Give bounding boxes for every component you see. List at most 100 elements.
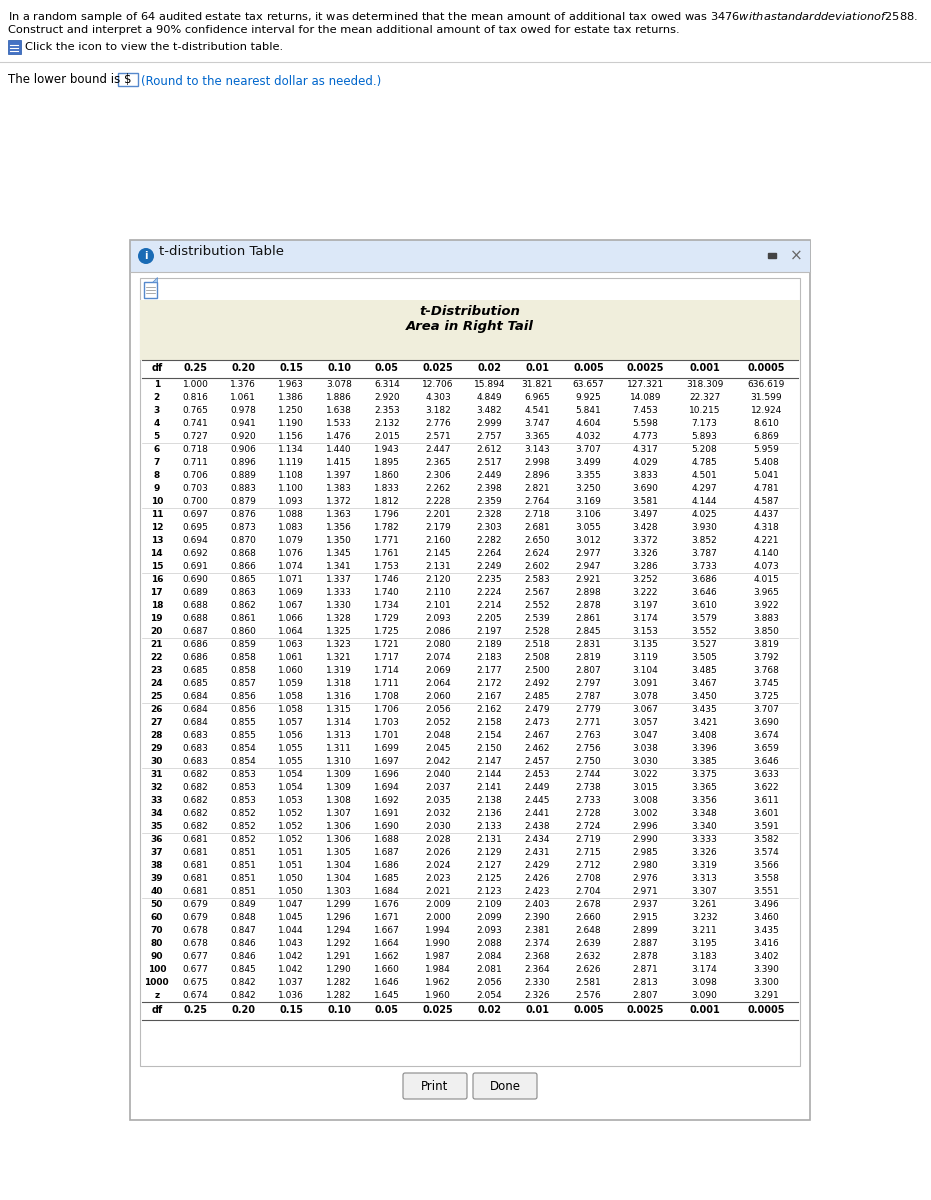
Text: 18: 18 [151, 601, 163, 610]
Text: 2.878: 2.878 [575, 601, 601, 610]
Text: 0.0005: 0.0005 [748, 362, 785, 373]
Text: 2.447: 2.447 [425, 445, 451, 454]
Text: 3.012: 3.012 [575, 536, 601, 545]
Text: 3.250: 3.250 [575, 484, 601, 493]
Text: 0.879: 0.879 [231, 497, 256, 506]
Text: 2.518: 2.518 [524, 640, 550, 649]
Text: 2.023: 2.023 [425, 874, 451, 883]
Text: 3.551: 3.551 [753, 887, 779, 896]
Text: 0.862: 0.862 [231, 601, 256, 610]
Text: 1.052: 1.052 [278, 809, 304, 818]
Text: 0.854: 0.854 [231, 744, 256, 754]
Text: 2.807: 2.807 [632, 991, 658, 1000]
Text: 0.689: 0.689 [182, 588, 209, 596]
Text: t-Distribution: t-Distribution [420, 305, 520, 318]
Text: 2.626: 2.626 [575, 965, 601, 974]
Text: 1.729: 1.729 [374, 614, 399, 623]
Text: 1.309: 1.309 [326, 782, 352, 792]
Text: 2.985: 2.985 [632, 848, 658, 857]
Text: 0.855: 0.855 [231, 731, 256, 740]
Text: 0.677: 0.677 [182, 965, 209, 974]
Text: 0.684: 0.684 [182, 704, 209, 714]
Text: 0.876: 0.876 [231, 510, 256, 518]
Text: 4.029: 4.029 [632, 458, 658, 467]
Text: 2.715: 2.715 [575, 848, 601, 857]
Text: 2.201: 2.201 [425, 510, 451, 518]
Text: 3.396: 3.396 [692, 744, 718, 754]
Text: 3.002: 3.002 [632, 809, 658, 818]
Text: 1.058: 1.058 [278, 692, 304, 701]
Text: 5.408: 5.408 [753, 458, 779, 467]
Text: 3.356: 3.356 [692, 796, 718, 805]
Text: 0.860: 0.860 [231, 626, 256, 636]
Text: 3.499: 3.499 [575, 458, 601, 467]
Text: 1.350: 1.350 [326, 536, 352, 545]
Text: 3.390: 3.390 [753, 965, 779, 974]
Text: 0.852: 0.852 [231, 835, 256, 844]
Text: 6.965: 6.965 [524, 392, 550, 402]
Text: 1.282: 1.282 [326, 978, 352, 986]
Text: 2.871: 2.871 [632, 965, 658, 974]
Text: 25: 25 [151, 692, 163, 701]
Text: 0.853: 0.853 [231, 796, 256, 805]
Text: 2.127: 2.127 [477, 862, 502, 870]
Text: 3.646: 3.646 [692, 588, 718, 596]
Text: 4.587: 4.587 [753, 497, 779, 506]
Text: 0.681: 0.681 [182, 848, 209, 857]
Text: 1.440: 1.440 [326, 445, 352, 454]
Text: 3.610: 3.610 [692, 601, 718, 610]
Text: 127.321: 127.321 [627, 380, 664, 389]
Text: 1.055: 1.055 [278, 757, 304, 766]
Text: 4.849: 4.849 [477, 392, 502, 402]
Text: 1.690: 1.690 [374, 822, 399, 830]
Text: 0.684: 0.684 [182, 718, 209, 727]
Text: t-distribution Table: t-distribution Table [159, 245, 284, 258]
Text: 1.000: 1.000 [182, 380, 209, 389]
Text: 1.330: 1.330 [326, 601, 352, 610]
Text: 2.996: 2.996 [632, 822, 658, 830]
Text: 3.408: 3.408 [692, 731, 718, 740]
Text: 2.787: 2.787 [575, 692, 601, 701]
Text: 0.685: 0.685 [182, 666, 209, 674]
Text: 9: 9 [154, 484, 160, 493]
Text: 2.977: 2.977 [575, 550, 601, 558]
Text: 2.326: 2.326 [524, 991, 550, 1000]
Text: 2.999: 2.999 [477, 419, 502, 428]
Text: 2.093: 2.093 [477, 926, 502, 935]
Text: 2.205: 2.205 [477, 614, 502, 623]
Text: 21: 21 [151, 640, 163, 649]
Text: 2.462: 2.462 [524, 744, 550, 754]
Text: 0.920: 0.920 [231, 432, 256, 440]
Text: 0.679: 0.679 [182, 900, 209, 910]
Text: 1.308: 1.308 [326, 796, 352, 805]
Text: 2.429: 2.429 [524, 862, 550, 870]
Text: 2.819: 2.819 [575, 653, 601, 662]
Text: 1.962: 1.962 [425, 978, 451, 986]
Text: 1.304: 1.304 [326, 862, 352, 870]
Text: 2.492: 2.492 [524, 679, 550, 688]
Text: 2.189: 2.189 [477, 640, 502, 649]
Text: 3.135: 3.135 [632, 640, 658, 649]
Text: 3.055: 3.055 [575, 523, 601, 532]
Text: 2.567: 2.567 [524, 588, 550, 596]
Text: 1.345: 1.345 [326, 550, 352, 558]
Text: 0.681: 0.681 [182, 862, 209, 870]
Text: In a random sample of 64 audited estate tax returns, it was determined that the : In a random sample of 64 audited estate … [8, 10, 918, 24]
Text: 1.319: 1.319 [326, 666, 352, 674]
Text: 2.359: 2.359 [477, 497, 502, 506]
Text: 3.582: 3.582 [753, 835, 779, 844]
Text: 1.282: 1.282 [326, 991, 352, 1000]
Text: 0.0025: 0.0025 [627, 362, 664, 373]
Text: 0.861: 0.861 [231, 614, 256, 623]
Text: 1.746: 1.746 [374, 575, 399, 584]
Text: 5.959: 5.959 [753, 445, 779, 454]
Text: 0.690: 0.690 [182, 575, 209, 584]
Text: 1.076: 1.076 [278, 550, 304, 558]
FancyBboxPatch shape [130, 240, 810, 272]
Text: 0.01: 0.01 [525, 1006, 549, 1015]
Text: 2.750: 2.750 [575, 757, 601, 766]
Text: 22: 22 [151, 653, 163, 662]
Text: 2.712: 2.712 [575, 862, 601, 870]
Text: 3.787: 3.787 [692, 550, 718, 558]
Text: 4.781: 4.781 [753, 484, 779, 493]
